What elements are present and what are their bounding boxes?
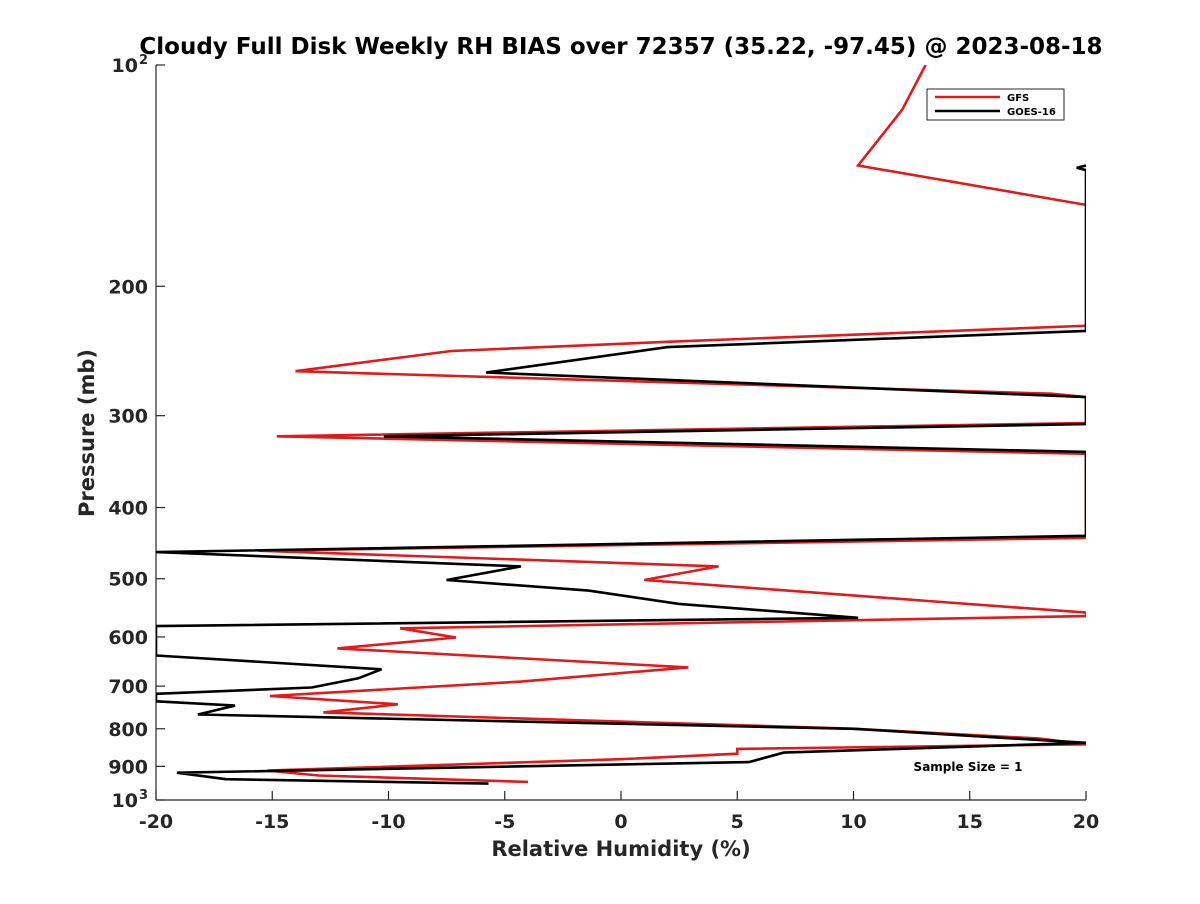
- chart-title: Cloudy Full Disk Weekly RH BIAS over 723…: [139, 34, 1102, 60]
- x-tick-label: 15: [957, 811, 983, 833]
- y-tick-label: 600: [108, 627, 148, 649]
- y-tick-label: 800: [108, 719, 148, 741]
- x-tick-label: 20: [1073, 811, 1099, 833]
- y-tick-label: 10: [112, 790, 138, 812]
- y-tick-exponent: 2: [139, 53, 148, 68]
- legend-box: [926, 88, 1065, 121]
- series-lines: [156, 65, 1086, 785]
- x-axis-label: Relative Humidity (%): [491, 837, 750, 861]
- y-tick-label: 700: [108, 676, 148, 698]
- x-tick-label: -5: [494, 811, 515, 833]
- legend-entry-label: GOES-16: [1007, 107, 1056, 118]
- y-tick-label: 400: [108, 498, 148, 520]
- y-tick-label: 300: [108, 406, 148, 428]
- y-tick-label: 500: [108, 569, 148, 591]
- y-axis-label: Pressure (mb): [75, 349, 99, 517]
- y-tick-exponent: 3: [139, 788, 148, 803]
- y-tick-label: 10: [112, 55, 138, 77]
- x-tick-label: -20: [139, 811, 173, 833]
- x-tick-label: 5: [731, 811, 744, 833]
- x-tick-label: 0: [614, 811, 627, 833]
- series-line-gfs: [258, 65, 1086, 784]
- series-line-goes-16: [156, 164, 1086, 785]
- legend-entry-label: GFS: [1007, 93, 1029, 104]
- y-tick-label: 900: [108, 756, 148, 778]
- sample-size-annotation: Sample Size = 1: [914, 760, 1023, 774]
- x-tick-label: -10: [371, 811, 405, 833]
- x-tick-label: -15: [255, 811, 289, 833]
- y-tick-label: 200: [108, 276, 148, 298]
- legend: GFS GOES-16: [926, 88, 1065, 121]
- x-tick-label: 10: [840, 811, 866, 833]
